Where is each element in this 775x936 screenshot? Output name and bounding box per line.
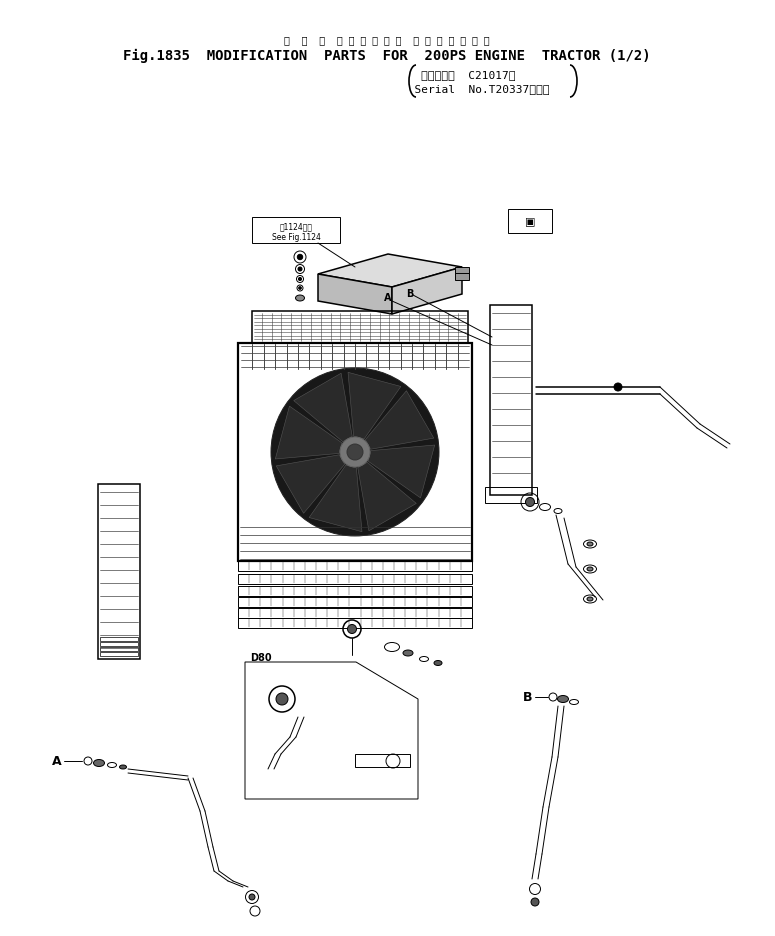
Polygon shape — [358, 462, 416, 532]
Bar — [485, 488, 537, 504]
Bar — [238, 619, 472, 628]
Bar — [252, 312, 468, 344]
Polygon shape — [309, 465, 362, 533]
Bar — [238, 597, 472, 607]
Ellipse shape — [557, 695, 569, 703]
Text: D80: D80 — [250, 652, 271, 663]
Text: B: B — [406, 288, 414, 299]
Bar — [238, 575, 472, 584]
Circle shape — [347, 625, 356, 634]
Polygon shape — [318, 255, 462, 287]
Text: B: B — [523, 691, 532, 704]
Text: A: A — [384, 293, 391, 302]
Polygon shape — [276, 455, 345, 514]
Ellipse shape — [587, 543, 593, 547]
Circle shape — [276, 694, 288, 705]
Ellipse shape — [587, 567, 593, 571]
Ellipse shape — [295, 296, 305, 301]
Text: （適用号機  C21017～: （適用号機 C21017～ — [421, 70, 515, 80]
Text: 図1124参照: 図1124参照 — [280, 222, 312, 231]
Text: Serial  No.T20337～．）: Serial No.T20337～．） — [401, 84, 549, 94]
Bar — [98, 485, 140, 659]
Bar — [238, 608, 472, 619]
Circle shape — [249, 894, 255, 900]
Bar — [252, 218, 340, 243]
Circle shape — [340, 437, 370, 467]
Circle shape — [271, 369, 439, 536]
Polygon shape — [294, 373, 352, 442]
Bar — [355, 754, 410, 768]
Polygon shape — [275, 406, 342, 460]
Text: Fig.1835  MODIFICATION  PARTS  FOR  200PS ENGINE  TRACTOR (1/2): Fig.1835 MODIFICATION PARTS FOR 200PS EN… — [123, 49, 651, 63]
Text: See Fig.1124: See Fig.1124 — [271, 232, 320, 241]
Bar — [238, 344, 472, 562]
Polygon shape — [365, 391, 434, 449]
Ellipse shape — [434, 661, 442, 665]
Ellipse shape — [94, 760, 105, 767]
Text: ２  ０  ０  馬 カ エ ン ジ ン  塔 載 車 専 用 部 品: ２ ０ ０ 馬 カ エ ン ジ ン 塔 載 車 専 用 部 品 — [284, 35, 490, 45]
Bar — [100, 652, 138, 656]
Bar — [100, 637, 138, 641]
Circle shape — [298, 278, 301, 282]
Circle shape — [298, 255, 303, 260]
Polygon shape — [348, 373, 401, 439]
Polygon shape — [368, 446, 435, 498]
Circle shape — [525, 498, 535, 507]
Circle shape — [298, 268, 302, 271]
Ellipse shape — [587, 597, 593, 601]
Ellipse shape — [403, 651, 413, 656]
Bar — [455, 273, 469, 281]
Bar — [508, 210, 552, 234]
Bar — [490, 306, 532, 495]
Ellipse shape — [119, 766, 126, 769]
Circle shape — [347, 445, 363, 461]
Bar — [100, 642, 138, 647]
Bar — [100, 648, 138, 651]
Bar — [238, 586, 472, 596]
Bar — [238, 562, 472, 571]
Circle shape — [298, 287, 301, 290]
Circle shape — [614, 384, 622, 391]
Polygon shape — [392, 268, 462, 314]
Bar — [455, 268, 469, 274]
Polygon shape — [318, 274, 392, 314]
Text: A: A — [52, 754, 62, 768]
Circle shape — [531, 898, 539, 906]
Text: ▣: ▣ — [525, 217, 536, 227]
